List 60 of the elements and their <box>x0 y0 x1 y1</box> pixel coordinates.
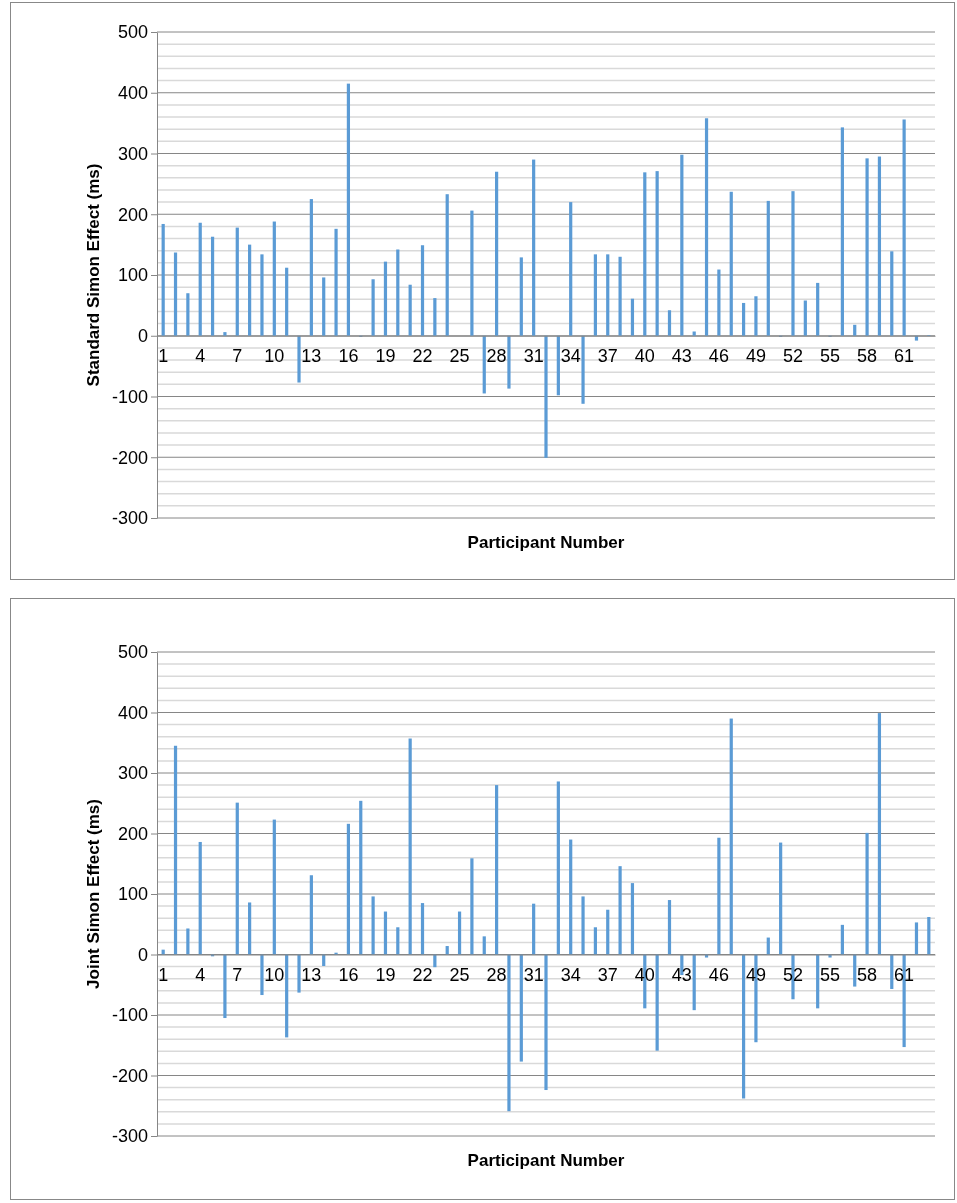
x-tick-label: 58 <box>857 346 878 367</box>
y-tick-label: 200 <box>117 204 148 225</box>
x-tick-label: 34 <box>560 964 581 985</box>
x-tick-label: 43 <box>671 346 692 367</box>
y-tick-label: 500 <box>117 22 148 43</box>
y-tick-label: -300 <box>111 508 148 529</box>
y-tick-label: 100 <box>117 265 148 286</box>
x-tick-label: 40 <box>634 346 655 367</box>
x-axis-title: Participant Number <box>467 1151 625 1170</box>
x-tick-label: 25 <box>449 964 470 985</box>
x-tick-label: 52 <box>782 346 803 367</box>
x-tick-label: 37 <box>597 346 618 367</box>
x-tick-label: 1 <box>158 964 169 985</box>
x-tick-label: 31 <box>523 964 544 985</box>
x-tick-label: 55 <box>820 964 841 985</box>
x-tick-label: 7 <box>232 964 243 985</box>
x-tick-label: 43 <box>671 964 692 985</box>
x-tick-label: 16 <box>338 346 359 367</box>
x-tick-label: 28 <box>486 964 507 985</box>
y-tick-label: 200 <box>117 823 148 844</box>
x-axis-title: Participant Number <box>467 533 625 552</box>
y-axis-title: Standard Simon Effect (ms) <box>84 163 103 387</box>
y-axis-title: Joint Simon Effect (ms) <box>84 799 103 989</box>
x-tick-label: 1 <box>158 346 169 367</box>
x-tick-label: 10 <box>264 964 285 985</box>
y-tick-label: -300 <box>111 1126 148 1147</box>
x-tick-label: 13 <box>301 346 322 367</box>
x-tick-label: 46 <box>708 346 729 367</box>
y-tick-label: 300 <box>117 763 148 784</box>
x-tick-label: 4 <box>195 346 206 367</box>
x-tick-label: 13 <box>301 964 322 985</box>
x-tick-label: 16 <box>338 964 359 985</box>
y-tick-label: -100 <box>111 1005 148 1026</box>
y-tick-label: -200 <box>111 447 148 468</box>
x-tick-label: 10 <box>264 346 285 367</box>
x-tick-label: 22 <box>412 964 433 985</box>
y-tick-label: 100 <box>117 884 148 905</box>
x-tick-label: 34 <box>560 346 581 367</box>
x-tick-label: 58 <box>857 964 878 985</box>
x-tick-label: 37 <box>597 964 618 985</box>
y-tick-label: 400 <box>117 83 148 104</box>
x-tick-label: 7 <box>232 346 243 367</box>
x-tick-label: 61 <box>894 346 915 367</box>
y-tick-label: 400 <box>117 702 148 723</box>
x-tick-label: 55 <box>820 346 841 367</box>
y-tick-label: 0 <box>137 944 148 965</box>
x-tick-label: 4 <box>195 964 206 985</box>
y-tick-label: -100 <box>111 386 148 407</box>
x-tick-label: 28 <box>486 346 507 367</box>
y-tick-label: 0 <box>137 326 148 347</box>
y-tick-label: -200 <box>111 1065 148 1086</box>
y-tick-label: 500 <box>117 642 148 663</box>
x-tick-label: 25 <box>449 346 470 367</box>
x-tick-label: 49 <box>745 346 766 367</box>
x-tick-label: 19 <box>375 964 396 985</box>
x-tick-label: 22 <box>412 346 433 367</box>
y-tick-label: 300 <box>117 143 148 164</box>
x-tick-label: 19 <box>375 346 396 367</box>
x-tick-label: 46 <box>708 964 729 985</box>
x-tick-label: 31 <box>523 346 544 367</box>
